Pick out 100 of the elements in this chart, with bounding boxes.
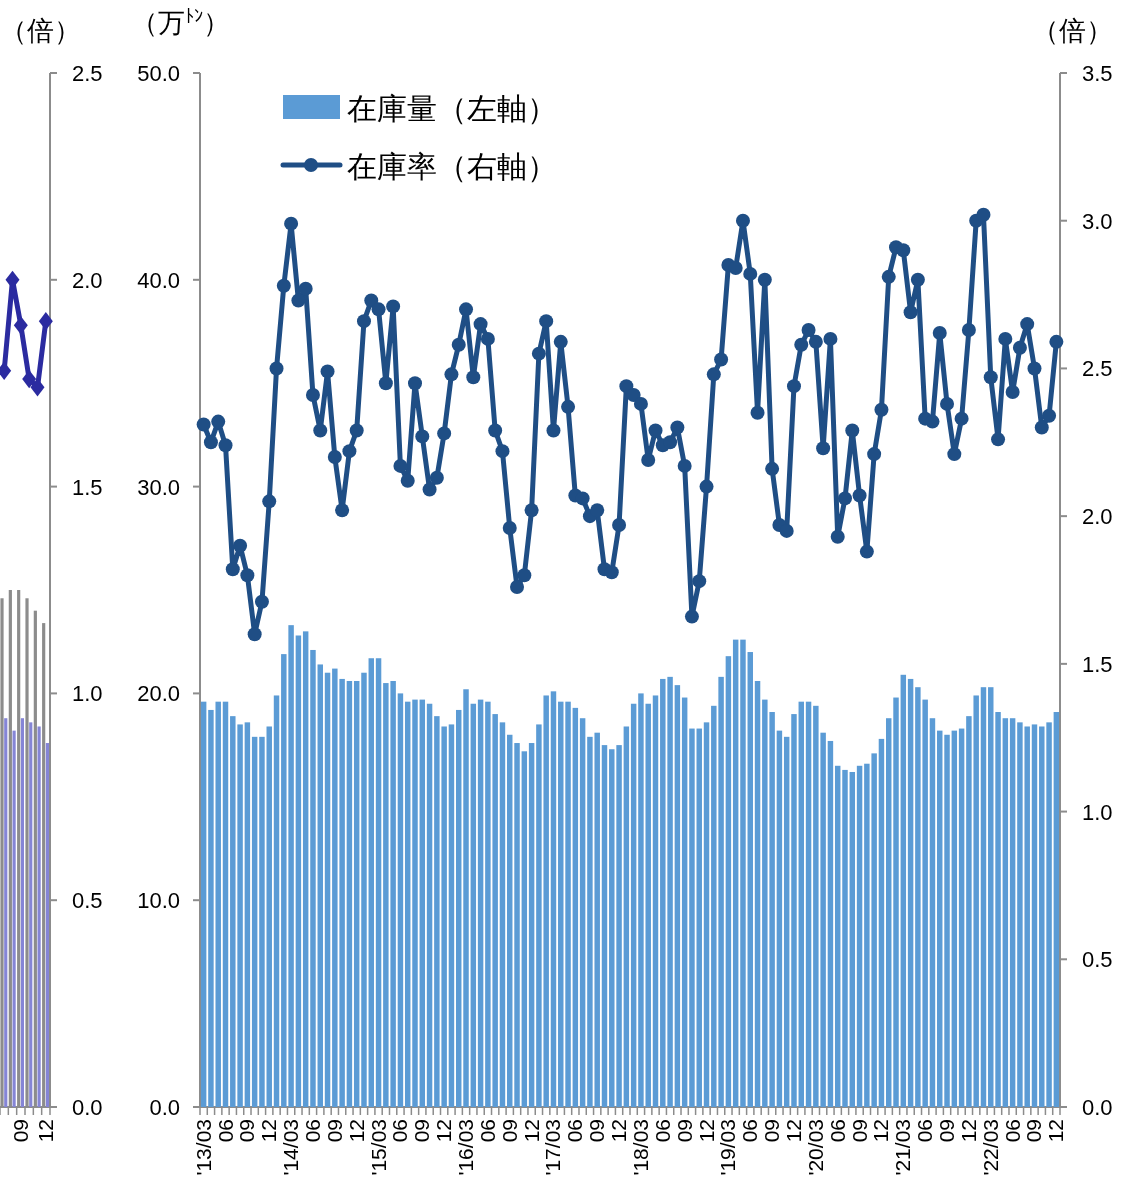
bar [1053, 712, 1060, 1107]
bar [958, 728, 965, 1107]
bar [361, 672, 367, 1107]
bar [4, 718, 8, 1107]
bar [849, 771, 856, 1107]
x-tick-label: '17/03 [541, 1119, 565, 1176]
bar [805, 701, 812, 1107]
x-tick-label: 12 [257, 1119, 281, 1143]
y-axis-title: （万$^{ﾄﾝ}$） [130, 6, 230, 38]
legend-label: 在庫量（左軸） [347, 92, 557, 125]
x-tick-label: 06 [913, 1119, 937, 1143]
x-tick-label: 06 [650, 1119, 674, 1143]
bar [259, 736, 265, 1107]
bar [12, 730, 16, 1107]
bar [900, 674, 907, 1107]
bar [842, 769, 848, 1107]
x-tick-label: '19/03 [716, 1119, 740, 1176]
y2-tick-label: 3.5 [1082, 61, 1113, 86]
bar [37, 726, 41, 1107]
x-tick-label: 06 [825, 1119, 849, 1143]
bar [783, 736, 790, 1107]
bar [244, 722, 251, 1107]
bar [521, 751, 528, 1107]
bar [558, 701, 564, 1107]
x-tick-label: 09 [760, 1119, 784, 1143]
bar [951, 730, 958, 1107]
bar [893, 697, 899, 1107]
bar [45, 743, 50, 1107]
bar [302, 631, 309, 1107]
bar [266, 726, 272, 1107]
bar [754, 680, 761, 1107]
bar [732, 639, 739, 1107]
bar [1031, 724, 1038, 1107]
bar [988, 687, 994, 1107]
x-tick-label: 09 [847, 1119, 871, 1143]
x-tick-label: '18/03 [628, 1119, 652, 1176]
y-tick-label: 2.0 [72, 267, 103, 293]
x-tick-label: 12 [956, 1119, 980, 1143]
x-tick-label: '13/03 [191, 1119, 215, 1176]
y2-tick-label: 2.0 [1082, 504, 1113, 530]
bar [550, 691, 557, 1107]
bar [346, 680, 353, 1107]
x-tick-label: '22/03 [978, 1119, 1002, 1176]
bar [353, 680, 360, 1107]
x-tick-label: 06 [300, 1119, 324, 1143]
x-tick-label: 12 [33, 1119, 57, 1143]
bar [572, 707, 579, 1107]
y2-tick-label: 2.5 [1082, 356, 1113, 382]
bar [696, 728, 702, 1107]
bar [1009, 718, 1016, 1107]
bar [907, 678, 914, 1107]
x-tick-label: 09 [585, 1119, 609, 1143]
y-tick-label: 30.0 [137, 474, 180, 500]
bar [477, 699, 484, 1107]
bar [747, 652, 753, 1107]
bar [834, 765, 841, 1107]
x-tick-label: 12 [344, 1119, 368, 1143]
bar [601, 745, 608, 1107]
y-tick-label: 50.0 [137, 61, 180, 86]
bar [937, 730, 943, 1107]
bar [273, 695, 280, 1107]
bar [222, 701, 229, 1107]
x-tick-label: 09 [322, 1119, 346, 1143]
bar [397, 693, 404, 1107]
point [30, 378, 45, 397]
bar [310, 649, 316, 1107]
y-tick-label: 0.0 [149, 1095, 180, 1120]
x-tick-label: 06 [1000, 1119, 1024, 1143]
x-tick-label: 12 [1044, 1119, 1068, 1143]
x-tick-label: 12 [432, 1119, 456, 1143]
bar [623, 726, 630, 1107]
bar [980, 687, 987, 1107]
y-tick-label: 1.5 [72, 474, 103, 500]
y-tick-label: 1.0 [72, 681, 103, 707]
bar [681, 697, 688, 1107]
bar [456, 709, 462, 1107]
bar [579, 718, 586, 1107]
bar [856, 765, 863, 1107]
x-tick-label: 12 [869, 1119, 893, 1143]
bar [419, 699, 426, 1107]
legend-label: 在庫率（右軸） [347, 150, 557, 183]
y2-tick-label: 1.0 [1082, 799, 1113, 825]
bar [463, 689, 469, 1107]
bar [412, 699, 418, 1107]
x-tick-label: 09 [410, 1119, 434, 1143]
x-tick-label: 09 [672, 1119, 696, 1143]
x-tick-label: 06 [475, 1119, 499, 1143]
bar [689, 728, 695, 1107]
x-tick-label: '20/03 [803, 1119, 827, 1176]
x-tick-label: 09 [235, 1119, 259, 1143]
y-tick-label: 0.5 [72, 888, 103, 914]
bar [878, 738, 885, 1107]
bar [507, 734, 513, 1107]
y-axis-title: （倍） [0, 16, 81, 46]
bar [791, 714, 797, 1107]
bar [995, 712, 1001, 1107]
x-tick-label: '16/03 [454, 1119, 478, 1176]
bar [514, 743, 520, 1107]
y-tick-label: 2.5 [72, 61, 103, 86]
bar [776, 730, 783, 1107]
